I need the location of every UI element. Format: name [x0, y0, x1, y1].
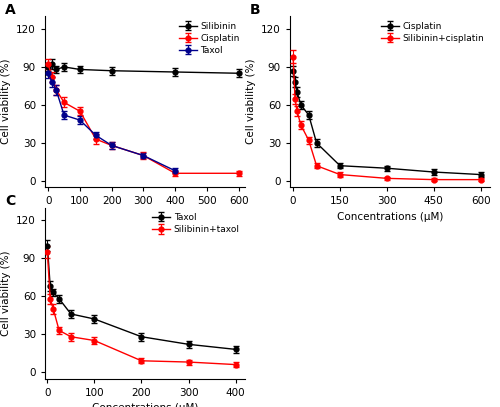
X-axis label: Concentrations (μM): Concentrations (μM)	[337, 212, 443, 222]
Text: A: A	[5, 2, 16, 17]
Y-axis label: Cell viability (%): Cell viability (%)	[0, 250, 10, 336]
Y-axis label: Cell viability (%): Cell viability (%)	[0, 59, 10, 144]
Y-axis label: Cell viability (%): Cell viability (%)	[246, 59, 256, 144]
Legend: Taxol, Silibinin+taxol: Taxol, Silibinin+taxol	[148, 209, 243, 238]
Legend: Cisplatin, Silibinin+cisplatin: Cisplatin, Silibinin+cisplatin	[378, 18, 488, 46]
X-axis label: Concentrations (μM): Concentrations (μM)	[92, 403, 198, 407]
Text: B: B	[250, 2, 260, 17]
Legend: Silibinin, Cisplatin, Taxol: Silibinin, Cisplatin, Taxol	[175, 18, 243, 59]
Text: C: C	[5, 194, 15, 208]
X-axis label: Concentrations (μM): Concentrations (μM)	[92, 212, 198, 222]
